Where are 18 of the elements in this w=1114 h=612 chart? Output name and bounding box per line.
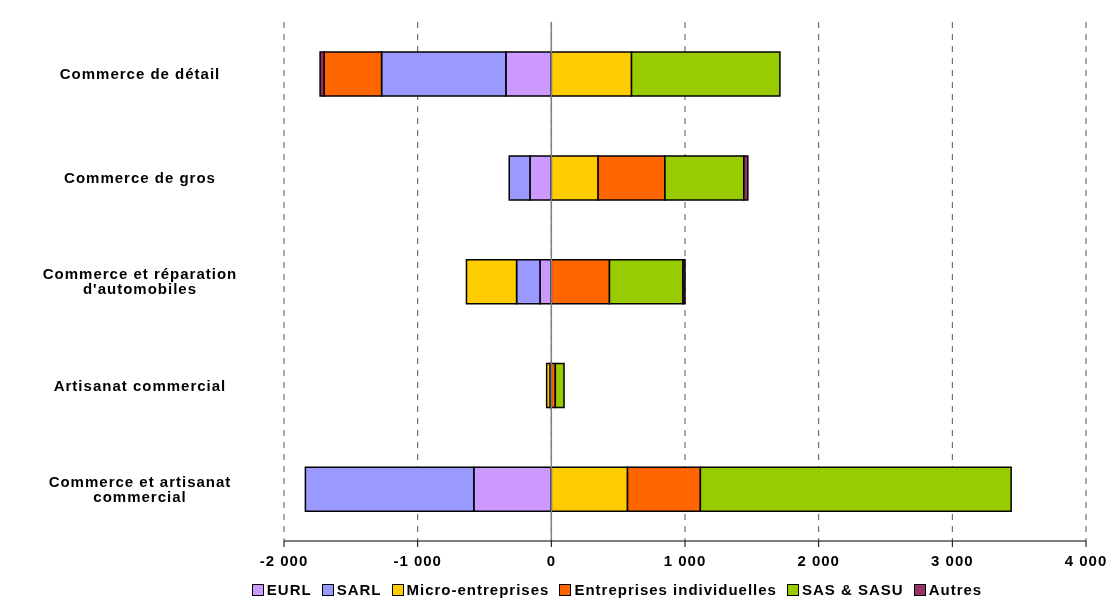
legend-label: SARL — [336, 581, 382, 598]
x-tick-label: -1 000 — [393, 551, 442, 569]
legend-label: Autres — [928, 581, 983, 598]
x-tick-label: 0 — [546, 551, 557, 569]
x-tick-label: 1 000 — [663, 551, 707, 569]
y-tick-label: Commerce de gros — [64, 169, 216, 187]
y-tick-label: Artisanat commercial — [53, 376, 227, 394]
x-tick-label: 2 000 — [797, 551, 840, 569]
legend-label: EURL — [266, 581, 312, 598]
y-tick-label: Commerce de détail — [59, 65, 221, 83]
x-tick-label: 3 000 — [931, 551, 974, 569]
legend-label: Micro-entreprises — [406, 581, 550, 598]
x-tick-label: 4 000 — [1064, 551, 1108, 569]
y-tick-label: Commerce et réparation d'automobiles — [42, 265, 238, 298]
legend-label: Entreprises individuelles — [574, 581, 777, 598]
x-tick-label: -2 000 — [259, 551, 309, 569]
legend-label: SAS & SASU — [801, 581, 904, 598]
y-tick-label: Commerce et artisanat commercial — [48, 472, 232, 505]
